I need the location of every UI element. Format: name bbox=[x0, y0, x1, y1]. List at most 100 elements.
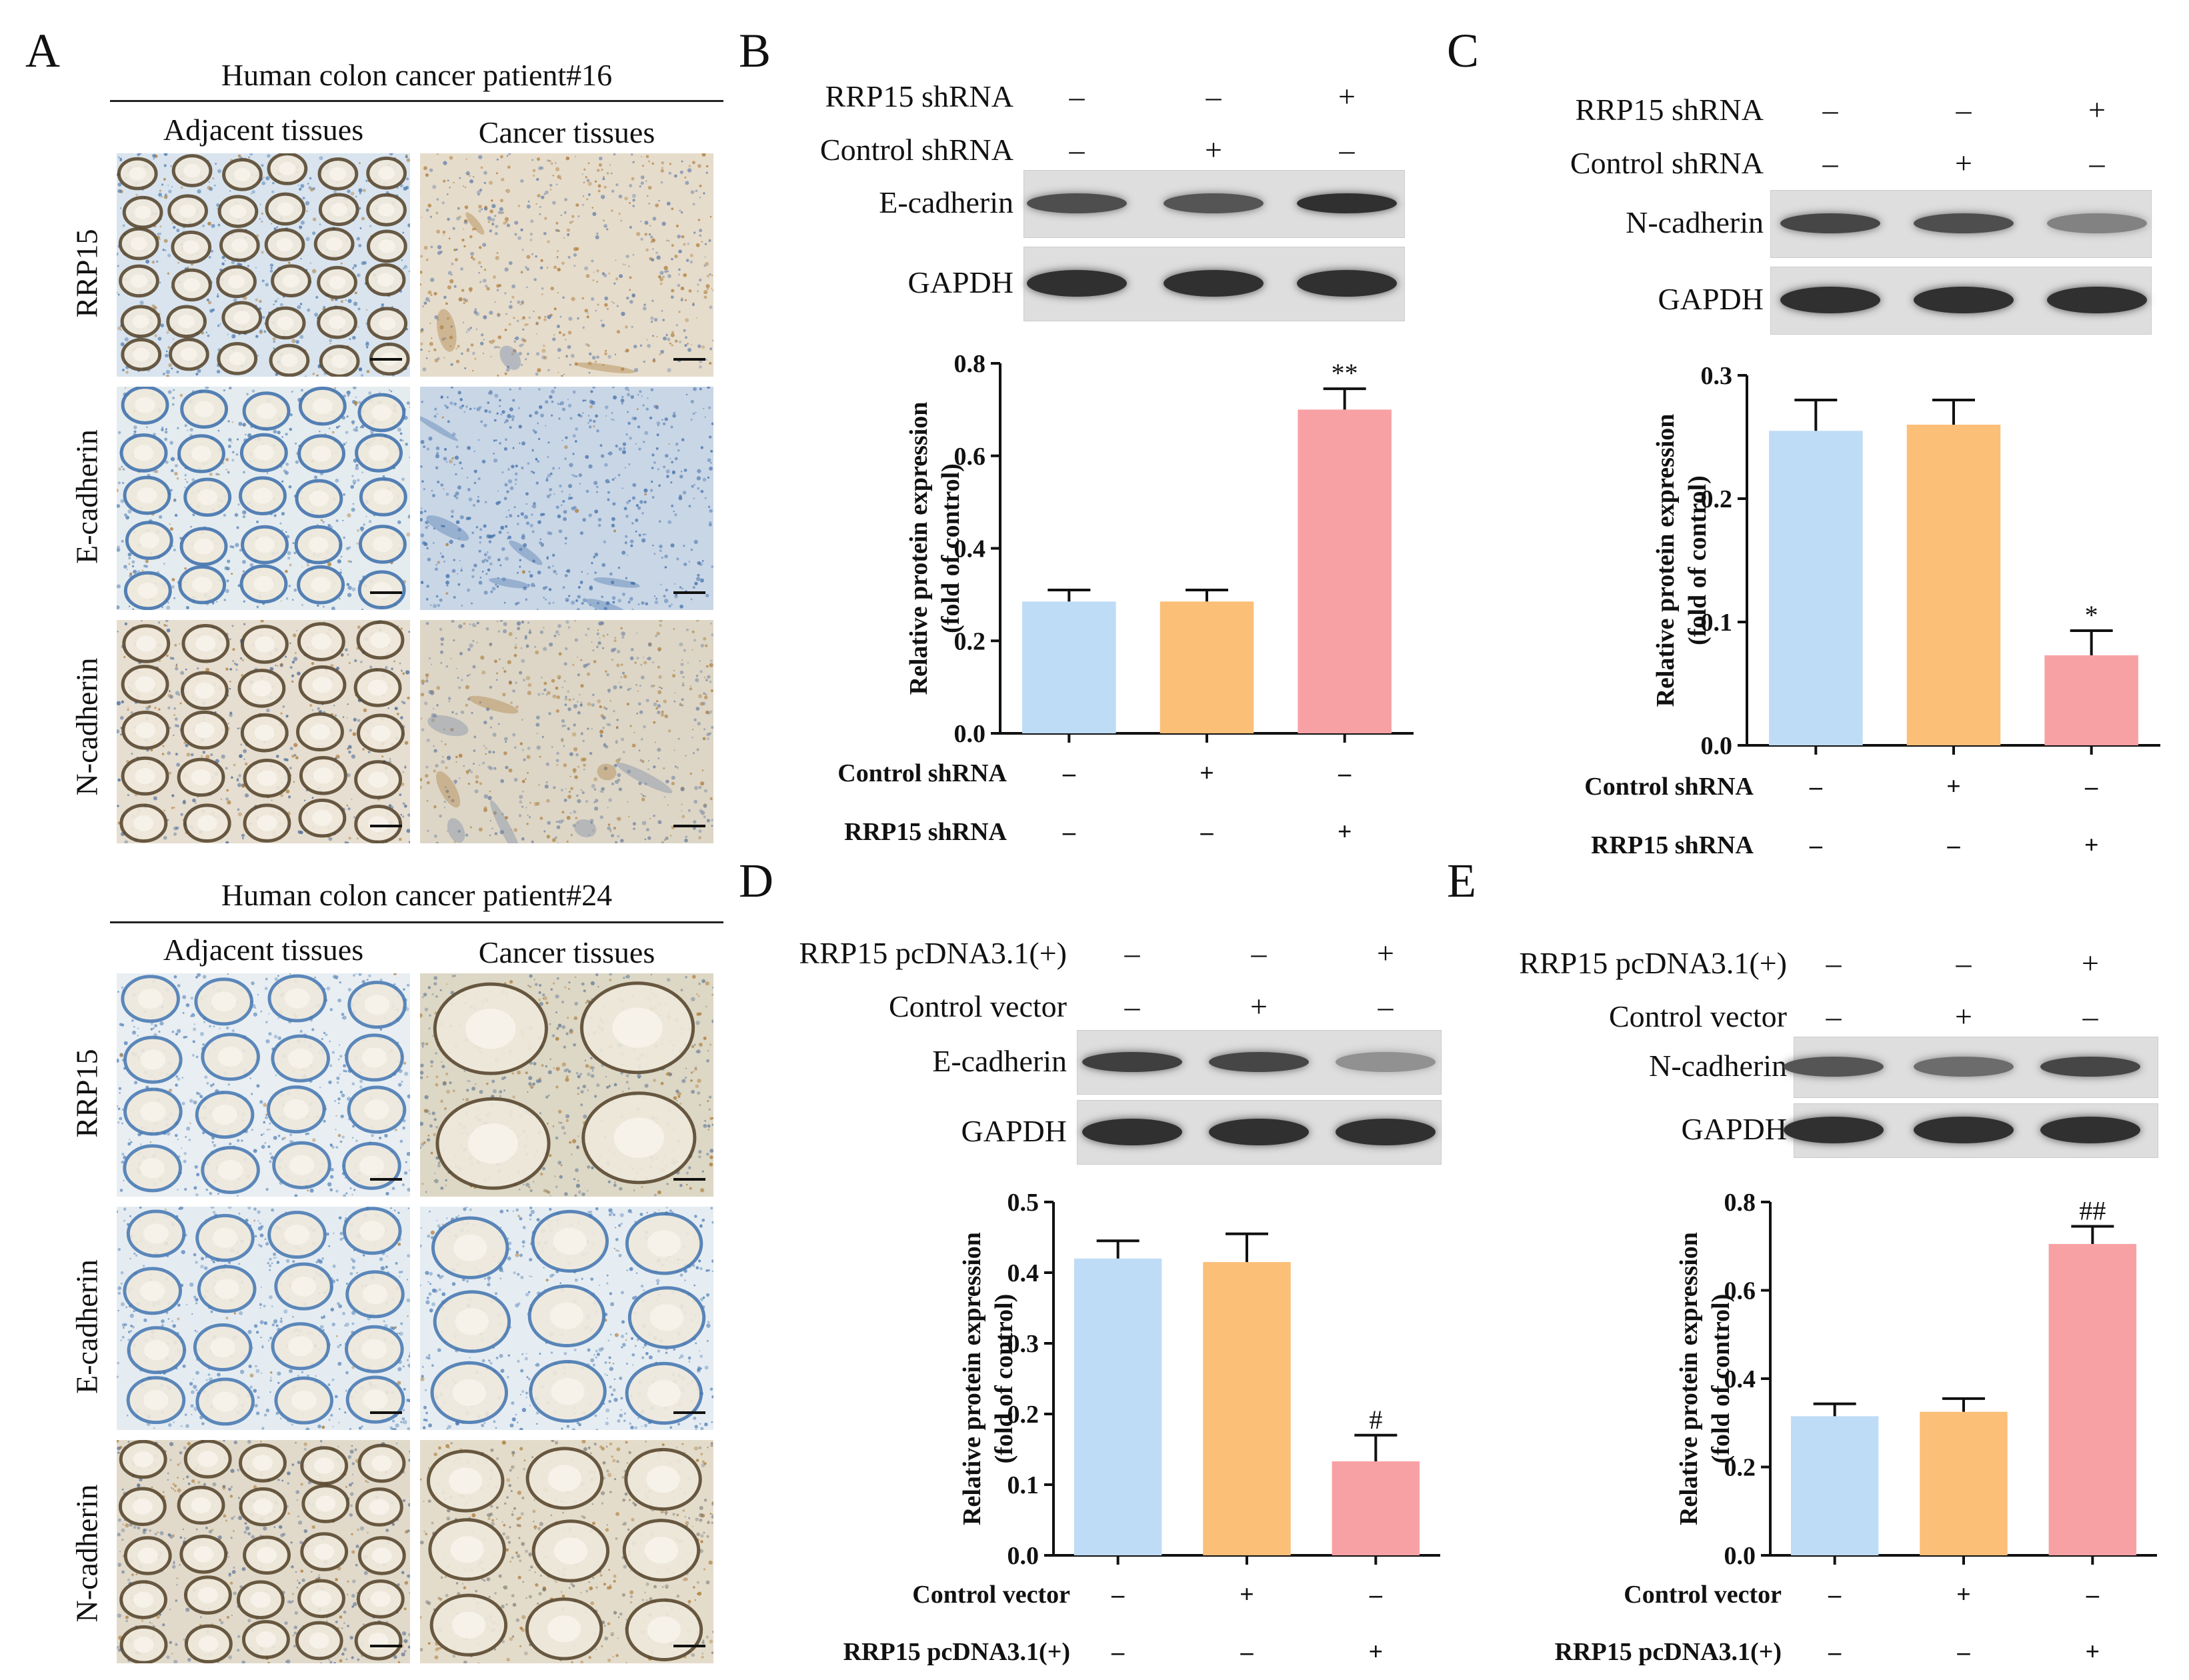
blot-e-sign: + bbox=[2082, 946, 2099, 980]
panel-label-b: B bbox=[739, 24, 771, 77]
y-tick-label: 0.8 bbox=[1724, 1189, 1756, 1217]
blot-b-sign: + bbox=[1338, 79, 1356, 113]
blot-band bbox=[1784, 1057, 1884, 1077]
blot-c-band-label-1: N-cadherin bbox=[1626, 205, 1764, 239]
y-tick-label: 0.8 bbox=[954, 350, 986, 378]
condition-sign: – bbox=[1828, 1638, 1842, 1666]
panel-label-d: D bbox=[739, 854, 773, 907]
significance-label: * bbox=[2085, 600, 2098, 630]
p2-row-rrp15: RRP15 bbox=[69, 1049, 104, 1138]
significance-label: ** bbox=[1332, 358, 1358, 388]
y-tick-label: 0.6 bbox=[1724, 1277, 1756, 1305]
blot-d-sign: – bbox=[1378, 989, 1394, 1023]
ihc-tile-11 bbox=[117, 1440, 410, 1663]
blot-band bbox=[1780, 213, 1880, 233]
blot-band bbox=[1164, 193, 1264, 213]
condition-sign: – bbox=[1957, 1638, 1971, 1666]
condition-label: RRP15 pcDNA3.1(+) bbox=[1555, 1638, 1782, 1666]
condition-sign: – bbox=[1062, 818, 1076, 846]
blot-c-sign: – bbox=[1956, 93, 1972, 127]
y-axis-label: Relative protein expression bbox=[1652, 414, 1680, 707]
blot-band bbox=[1780, 287, 1880, 313]
blot-band bbox=[1336, 1118, 1436, 1145]
blot-e-band-label-2: GAPDH bbox=[1681, 1112, 1787, 1146]
blot-b-sign: – bbox=[1069, 133, 1085, 167]
blot-band bbox=[1914, 213, 2014, 233]
y-axis-label: Relative protein expression bbox=[905, 402, 933, 695]
p2-col-adjacent: Adjacent tissues bbox=[163, 933, 364, 967]
p1-row-ecadherin: E-cadherin bbox=[69, 429, 104, 564]
blot-band bbox=[1914, 1117, 2014, 1143]
panel-label-c: C bbox=[1447, 24, 1480, 77]
condition-sign: – bbox=[1111, 1581, 1125, 1609]
p1-row-ncadherin: N-cadherin bbox=[69, 657, 104, 796]
blot-d-cond-2: Control vector bbox=[889, 989, 1067, 1023]
blot-band bbox=[2040, 1057, 2140, 1077]
blot-band bbox=[1297, 193, 1397, 213]
condition-label: Control shRNA bbox=[1584, 773, 1754, 801]
blot-c-cond-2: Control shRNA bbox=[1570, 146, 1764, 180]
blot-e-sign: + bbox=[1955, 999, 1972, 1033]
condition-sign: – bbox=[1828, 1581, 1842, 1609]
p2-col-cancer: Cancer tissues bbox=[478, 935, 655, 969]
p2-row-ecadherin: E-cadherin bbox=[69, 1259, 104, 1394]
condition-sign: + bbox=[1240, 1581, 1254, 1609]
blot-band bbox=[1209, 1118, 1309, 1145]
condition-label: RRP15 pcDNA3.1(+) bbox=[843, 1638, 1070, 1666]
blot-band bbox=[1027, 193, 1127, 213]
condition-label: Control vector bbox=[912, 1581, 1070, 1609]
condition-label: Control shRNA bbox=[837, 759, 1007, 787]
condition-sign: + bbox=[1338, 818, 1352, 846]
condition-sign: – bbox=[1947, 831, 1961, 859]
significance-label: # bbox=[1369, 1405, 1382, 1435]
ihc-tile-3 bbox=[117, 387, 410, 610]
condition-sign: + bbox=[1956, 1581, 1971, 1609]
ihc-tile-8 bbox=[420, 973, 713, 1197]
blot-d-sign: + bbox=[1377, 936, 1394, 970]
patient1-title: Human colon cancer patient#16 bbox=[221, 58, 613, 92]
blot-band bbox=[1336, 1051, 1436, 1072]
p1-col-cancer: Cancer tissues bbox=[478, 115, 655, 149]
y-tick-label: 0.2 bbox=[1701, 485, 1733, 513]
blot-band bbox=[1914, 287, 2014, 313]
ihc-tile-10 bbox=[420, 1207, 713, 1430]
significance-label: ## bbox=[2079, 1195, 2106, 1225]
y-tick-label: 0.4 bbox=[1007, 1259, 1039, 1287]
blot-b-band-label-1: E-cadherin bbox=[879, 185, 1013, 219]
blot-band bbox=[1027, 270, 1127, 297]
y-tick-label: 0.4 bbox=[1724, 1365, 1756, 1393]
condition-sign: + bbox=[2084, 831, 2099, 859]
blot-band bbox=[1082, 1118, 1182, 1145]
blot-c-sign: – bbox=[1822, 146, 1838, 180]
y-tick-label: 0.3 bbox=[1007, 1330, 1039, 1358]
y-tick-label: 0.0 bbox=[1724, 1542, 1756, 1570]
y-axis-label-2: (fold of control) bbox=[1707, 1294, 1735, 1464]
blot-d-sign: – bbox=[1124, 936, 1140, 970]
blot-c-sign: + bbox=[1955, 146, 1972, 180]
blot-band bbox=[2047, 213, 2147, 233]
ihc-tile-9 bbox=[117, 1207, 410, 1430]
blot-band bbox=[1164, 270, 1264, 297]
blot-b-sign: – bbox=[1069, 79, 1085, 113]
blot-b-cond-1: RRP15 shRNA bbox=[825, 79, 1013, 113]
ihc-tile-12 bbox=[420, 1440, 713, 1663]
patient1-divider bbox=[110, 100, 723, 102]
y-axis-label-2: (fold of control) bbox=[990, 1294, 1018, 1464]
ihc-tile-5 bbox=[117, 620, 410, 843]
bar bbox=[2044, 655, 2138, 745]
ihc-tile-1 bbox=[117, 153, 410, 377]
y-tick-label: 0.6 bbox=[954, 443, 986, 471]
condition-label: RRP15 shRNA bbox=[1591, 831, 1754, 859]
y-tick-label: 0.2 bbox=[954, 627, 986, 655]
blot-c-band-label-2: GAPDH bbox=[1658, 282, 1764, 316]
bar bbox=[1790, 1416, 1879, 1555]
blot-b-band-label-2: GAPDH bbox=[907, 265, 1013, 299]
bar bbox=[1160, 601, 1254, 733]
bar bbox=[1920, 1411, 2008, 1555]
blot-e-cond-2: Control vector bbox=[1609, 999, 1787, 1033]
blot-e-cond-1: RRP15 pcDNA3.1(+) bbox=[1519, 946, 1787, 980]
blot-band bbox=[1082, 1051, 1182, 1072]
condition-sign: – bbox=[2086, 1581, 2100, 1609]
blot-c-sign: – bbox=[2089, 146, 2105, 180]
patient2-title: Human colon cancer patient#24 bbox=[221, 878, 613, 912]
